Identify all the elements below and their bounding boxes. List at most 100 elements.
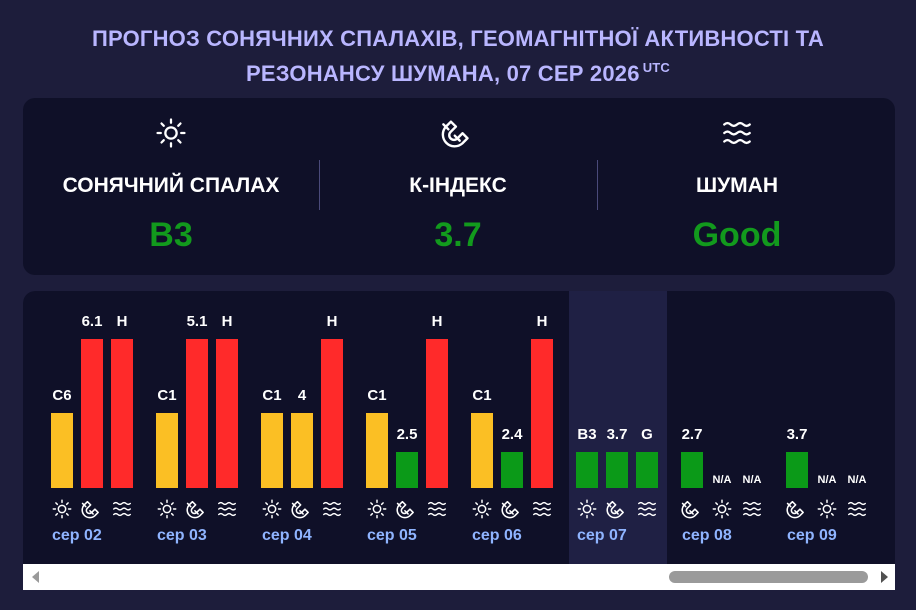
magnet-icon xyxy=(681,498,703,520)
scroll-right-arrow-icon[interactable] xyxy=(881,571,888,583)
sun-icon xyxy=(156,498,178,520)
kindex-bar xyxy=(396,452,418,488)
schumann-label: ШУМАН xyxy=(696,174,778,197)
flare-na-label: N/A xyxy=(712,474,732,486)
page-title: ПРОГНОЗ СОНЯЧНИХ СПАЛАХІВ, ГЕОМАГНІТНОЇ … xyxy=(0,24,916,88)
title-line-2: РЕЗОНАНСУ ШУМАНА, 07 СЕР 2026 UTC xyxy=(245,60,671,86)
summary-schumann: ШУМАН Good xyxy=(597,98,877,275)
flare-bar xyxy=(471,413,493,488)
waves-icon xyxy=(111,498,133,520)
day-date-label: сер 06 xyxy=(472,527,522,544)
magnet-icon xyxy=(441,116,475,150)
today-panel xyxy=(569,291,667,564)
day-date-label: сер 05 xyxy=(367,527,417,544)
future-days-panel xyxy=(667,291,895,564)
schumann-bar xyxy=(636,452,658,488)
kindex-bar xyxy=(186,339,208,488)
horizontal-scrollbar[interactable] xyxy=(23,564,895,590)
waves-icon xyxy=(531,498,553,520)
kindex-bar-label: 3.7 xyxy=(606,426,628,443)
kindex-bar-label: 2.4 xyxy=(501,426,523,443)
kindex-label: К-ІНДЕКС xyxy=(409,174,507,197)
flare-bar-label: C6 xyxy=(52,387,72,404)
scroll-left-arrow-icon[interactable] xyxy=(32,571,39,583)
summary-kindex: К-ІНДЕКС 3.7 xyxy=(319,98,597,275)
flare-bar-label: C1 xyxy=(262,387,282,404)
magnet-icon xyxy=(291,498,313,520)
timezone-label: UTC xyxy=(642,60,671,75)
summary-flare: СОНЯЧНИЙ СПАЛАХ B3 xyxy=(23,98,319,275)
sun-icon xyxy=(261,498,283,520)
sun-icon xyxy=(154,116,188,150)
current-summary-card: СОНЯЧНИЙ СПАЛАХ B3 К-ІНДЕКС 3.7 ШУМАН Go… xyxy=(23,98,895,275)
magnet-icon xyxy=(786,498,808,520)
schumann-bar xyxy=(321,339,343,488)
schumann-bar-label: G xyxy=(641,426,653,443)
kindex-bar xyxy=(606,452,628,488)
flare-label: СОНЯЧНИЙ СПАЛАХ xyxy=(62,174,280,197)
schumann-na-label: N/A xyxy=(742,474,762,486)
kindex-bar xyxy=(81,339,103,488)
day-date-label: сер 07 xyxy=(577,527,627,544)
day-date-label: сер 04 xyxy=(262,527,312,544)
flare-na-label: N/A xyxy=(817,474,837,486)
kindex-bar-label: 2.7 xyxy=(681,426,703,443)
sun-icon xyxy=(51,498,73,520)
magnet-icon xyxy=(186,498,208,520)
summary-divider xyxy=(597,160,598,210)
kindex-value: 3.7 xyxy=(434,216,482,254)
flare-bar xyxy=(51,413,73,488)
waves-icon xyxy=(216,498,238,520)
waves-icon xyxy=(321,498,343,520)
schumann-bar-label: H xyxy=(326,313,338,330)
sun-icon xyxy=(471,498,493,520)
flare-bar-label: C1 xyxy=(157,387,177,404)
flare-bar-label: C1 xyxy=(472,387,492,404)
kindex-bar xyxy=(681,452,703,488)
schumann-bar xyxy=(216,339,238,488)
scrollbar-thumb[interactable] xyxy=(669,571,868,583)
schumann-bar xyxy=(111,339,133,488)
waves-icon xyxy=(636,498,658,520)
day-date-label: сер 09 xyxy=(787,527,837,544)
day-date-label: сер 08 xyxy=(682,527,732,544)
day-date-label: сер 02 xyxy=(52,527,102,544)
magnet-icon xyxy=(501,498,523,520)
sun-icon xyxy=(576,498,598,520)
day-date-label: сер 03 xyxy=(157,527,207,544)
magnet-icon xyxy=(396,498,418,520)
kindex-bar xyxy=(291,413,313,488)
flare-bar xyxy=(366,413,388,488)
flare-bar-label: C1 xyxy=(367,387,387,404)
flare-bar xyxy=(576,452,598,488)
flare-value: B3 xyxy=(149,216,193,254)
schumann-na-label: N/A xyxy=(847,474,867,486)
kindex-bar xyxy=(501,452,523,488)
schumann-bar-label: H xyxy=(116,313,128,330)
flare-bar-label: B3 xyxy=(577,426,597,443)
kindex-bar-label: 5.1 xyxy=(186,313,208,330)
kindex-bar xyxy=(786,452,808,488)
waves-icon xyxy=(846,498,868,520)
waves-icon xyxy=(720,116,754,150)
kindex-bar-label: 3.7 xyxy=(786,426,808,443)
waves-icon xyxy=(426,498,448,520)
schumann-bar xyxy=(426,339,448,488)
summary-divider xyxy=(319,160,320,210)
schumann-bar-label: H xyxy=(221,313,233,330)
kindex-bar-label: 2.5 xyxy=(396,426,418,443)
schumann-value: Good xyxy=(692,216,782,254)
magnet-icon xyxy=(606,498,628,520)
magnet-icon xyxy=(81,498,103,520)
flare-bar xyxy=(156,413,178,488)
kindex-bar-label: 6.1 xyxy=(81,313,103,330)
sun-icon xyxy=(366,498,388,520)
sun-icon xyxy=(816,498,838,520)
title-line-1: ПРОГНОЗ СОНЯЧНИХ СПАЛАХІВ, ГЕОМАГНІТНОЇ … xyxy=(92,26,824,51)
kindex-bar-label: 4 xyxy=(297,387,307,404)
waves-icon xyxy=(741,498,763,520)
sun-icon xyxy=(711,498,733,520)
schumann-bar-label: H xyxy=(536,313,548,330)
flare-bar xyxy=(261,413,283,488)
